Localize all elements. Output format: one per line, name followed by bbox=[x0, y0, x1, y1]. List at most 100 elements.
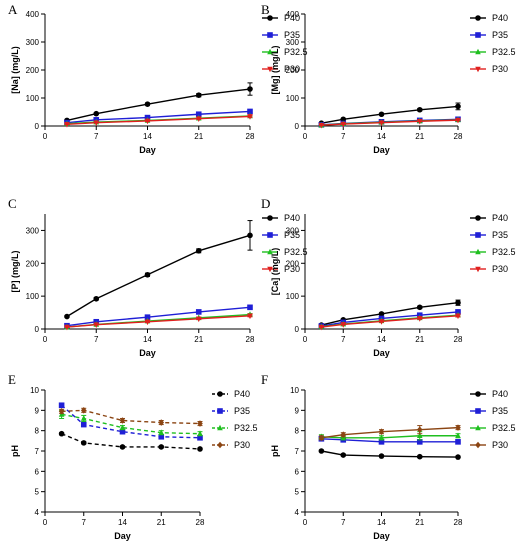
legend-label: P30 bbox=[492, 264, 508, 274]
legend-label: P32.5 bbox=[492, 423, 516, 433]
data-point bbox=[158, 419, 165, 426]
data-point bbox=[144, 271, 151, 278]
data-point bbox=[340, 322, 347, 328]
legend-label: P40 bbox=[234, 389, 250, 399]
series-p40 bbox=[318, 448, 461, 460]
x-tick-label: 7 bbox=[341, 518, 346, 527]
x-tick-label: 28 bbox=[196, 518, 205, 527]
y-tick-label: 300 bbox=[286, 38, 300, 47]
legend-label: P32.5 bbox=[284, 47, 308, 57]
x-tick-label: 14 bbox=[118, 518, 127, 527]
y-tick-label: 300 bbox=[286, 226, 300, 235]
data-point bbox=[197, 430, 203, 437]
y-axis-title: pH bbox=[10, 445, 20, 457]
panel-label: C bbox=[8, 196, 17, 211]
x-tick-label: 14 bbox=[143, 132, 152, 141]
legend-label: P40 bbox=[492, 389, 508, 399]
x-tick-label: 21 bbox=[415, 335, 424, 344]
x-tick-label: 14 bbox=[143, 335, 152, 344]
data-point bbox=[416, 426, 423, 433]
legend-label: P32.5 bbox=[492, 247, 516, 257]
data-point bbox=[416, 304, 423, 311]
y-tick-label: 100 bbox=[26, 292, 40, 301]
y-tick-label: 4 bbox=[295, 508, 300, 517]
data-point bbox=[197, 420, 203, 427]
x-axis-title: Day bbox=[373, 145, 390, 155]
data-point bbox=[80, 440, 87, 446]
data-point bbox=[340, 452, 347, 458]
y-tick-label: 8 bbox=[35, 427, 40, 436]
series-p40 bbox=[64, 220, 253, 320]
data-point bbox=[144, 314, 151, 320]
data-point bbox=[64, 324, 70, 331]
x-tick-label: 28 bbox=[454, 335, 463, 344]
x-tick-label: 21 bbox=[157, 518, 166, 527]
data-point bbox=[195, 309, 202, 315]
y-tick-label: 100 bbox=[286, 94, 300, 103]
x-tick-label: 7 bbox=[341, 335, 346, 344]
x-tick-label: 7 bbox=[82, 518, 87, 527]
data-point bbox=[455, 432, 461, 439]
series-p30 bbox=[58, 407, 203, 427]
data-point bbox=[195, 111, 202, 118]
legend-marker bbox=[475, 48, 481, 55]
y-tick-label: 6 bbox=[295, 467, 300, 476]
data-point bbox=[378, 428, 385, 435]
legend-marker bbox=[267, 15, 273, 21]
panel-label: A bbox=[8, 2, 18, 17]
data-point bbox=[64, 122, 70, 128]
x-tick-label: 21 bbox=[194, 335, 203, 344]
x-tick-label: 0 bbox=[303, 132, 308, 141]
data-point bbox=[197, 434, 203, 441]
data-point bbox=[119, 424, 126, 430]
data-point bbox=[378, 120, 385, 126]
data-point bbox=[195, 316, 202, 323]
data-point bbox=[247, 114, 253, 120]
data-point bbox=[455, 439, 461, 445]
legend-label: P30 bbox=[492, 64, 508, 74]
legend-label: P30 bbox=[284, 64, 300, 74]
data-point bbox=[378, 439, 385, 445]
data-point bbox=[119, 417, 126, 424]
data-point bbox=[340, 121, 347, 128]
y-tick-label: 300 bbox=[26, 226, 40, 235]
legend-marker bbox=[475, 441, 481, 449]
y-tick-label: 200 bbox=[26, 66, 40, 75]
data-point bbox=[416, 453, 423, 460]
x-tick-label: 14 bbox=[377, 132, 386, 141]
x-axis-title: Day bbox=[139, 348, 156, 358]
y-tick-label: 200 bbox=[286, 66, 300, 75]
data-point bbox=[93, 110, 100, 117]
y-tick-label: 6 bbox=[35, 467, 40, 476]
x-tick-label: 14 bbox=[377, 335, 386, 344]
data-point bbox=[58, 408, 65, 415]
legend-marker bbox=[475, 66, 481, 73]
legend-marker bbox=[475, 248, 481, 255]
legend-label: P30 bbox=[284, 264, 300, 274]
x-tick-label: 28 bbox=[454, 132, 463, 141]
data-point bbox=[80, 407, 87, 414]
data-point bbox=[455, 424, 461, 431]
data-point bbox=[93, 120, 100, 126]
series-p32-5 bbox=[64, 311, 253, 330]
data-point bbox=[197, 446, 203, 452]
y-tick-label: 7 bbox=[295, 447, 300, 456]
x-tick-label: 21 bbox=[415, 132, 424, 141]
data-point bbox=[455, 103, 461, 110]
x-tick-label: 21 bbox=[415, 518, 424, 527]
legend-marker bbox=[475, 391, 481, 397]
x-tick-label: 21 bbox=[194, 132, 203, 141]
y-tick-label: 9 bbox=[35, 406, 40, 415]
x-tick-label: 14 bbox=[377, 518, 386, 527]
series-p30 bbox=[64, 114, 253, 128]
data-point bbox=[195, 92, 202, 98]
data-point bbox=[340, 116, 347, 123]
data-point bbox=[455, 454, 461, 460]
y-tick-label: 5 bbox=[295, 488, 300, 497]
x-tick-label: 0 bbox=[303, 518, 308, 527]
legend-marker bbox=[475, 424, 481, 431]
series-line bbox=[61, 413, 201, 435]
series-p30 bbox=[318, 313, 461, 331]
data-point bbox=[144, 319, 151, 326]
